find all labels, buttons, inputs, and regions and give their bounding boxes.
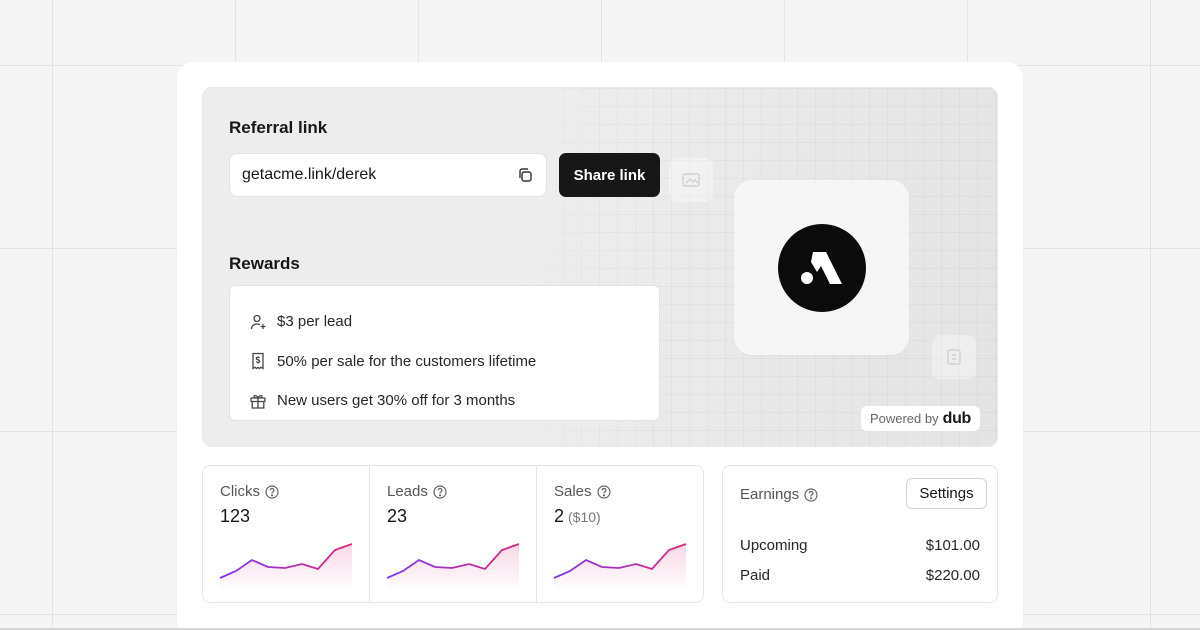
referral-link-text: getacme.link/derek — [242, 166, 377, 183]
share-link-button[interactable]: Share link — [559, 153, 660, 197]
stat-label: Clicks — [220, 483, 260, 500]
rewards-list: $3 per lead 50% per sale for the custome… — [229, 285, 660, 421]
earnings-row-upcoming: Upcoming $101.00 — [740, 537, 980, 554]
ghost-image-tile — [669, 158, 713, 202]
stat-subvalue: ($10) — [568, 509, 601, 525]
reward-label: 50% per sale for the customers lifetime — [277, 352, 537, 370]
referral-link-field[interactable]: getacme.link/derek — [229, 153, 547, 197]
copy-icon[interactable] — [516, 166, 534, 184]
stats-panel: Clicks 123 Leads — [202, 465, 704, 603]
stat-label: Leads — [387, 483, 428, 500]
acme-logo — [777, 223, 866, 312]
dub-logo: dub — [942, 409, 972, 427]
reward-item: New users get 30% off for 3 months — [248, 381, 659, 421]
rewards-title: Rewards — [229, 254, 300, 273]
earnings-row-paid: Paid $220.00 — [740, 567, 980, 584]
powered-by-label: Powered by — [869, 411, 939, 426]
stat-sales: Sales 2 ($10) — [537, 466, 703, 602]
earnings-row-value: $101.00 — [925, 537, 980, 554]
earnings-row-label: Paid — [740, 567, 771, 584]
referral-link-title: Referral link — [229, 118, 328, 137]
reward-item: $3 per lead — [248, 302, 659, 342]
referral-hero-panel: Referral link getacme.link/derek Share l… — [202, 87, 998, 447]
acme-logo-mark — [800, 251, 842, 284]
stat-leads: Leads 23 — [370, 466, 537, 602]
stat-value: 23 — [387, 506, 408, 526]
stat-value: 123 — [220, 506, 251, 526]
ghost-file-tile — [932, 335, 976, 379]
earnings-label: Earnings — [740, 486, 800, 503]
help-icon[interactable] — [804, 487, 818, 502]
brand-logo-tile — [734, 180, 909, 355]
page-bottom-border — [0, 628, 1200, 630]
earnings-row-value: $220.00 — [925, 567, 980, 584]
reward-label: $3 per lead — [277, 313, 353, 331]
settings-button[interactable]: Settings — [906, 478, 987, 509]
clicks-sparkline — [219, 543, 353, 592]
reward-item: 50% per sale for the customers lifetime — [248, 342, 659, 382]
image-icon — [682, 173, 700, 187]
leads-sparkline — [386, 543, 520, 592]
file-icon — [947, 349, 961, 365]
stat-value: 2 — [554, 506, 565, 526]
help-icon[interactable] — [596, 484, 611, 499]
help-icon[interactable] — [265, 484, 279, 499]
user-plus-icon — [248, 312, 268, 332]
earnings-row-label: Upcoming — [740, 537, 808, 554]
reward-label: New users get 30% off for 3 months — [277, 392, 516, 410]
referral-card: Referral link getacme.link/derek Share l… — [177, 62, 1023, 630]
receipt-dollar-icon — [248, 351, 268, 371]
gift-icon — [248, 391, 268, 411]
earnings-panel: Earnings Settings Upcoming $101.00 Paid … — [722, 465, 998, 603]
powered-by-badge[interactable]: Powered by dub — [861, 406, 980, 431]
stat-clicks: Clicks 123 — [203, 466, 370, 602]
sales-sparkline — [553, 543, 687, 592]
help-icon[interactable] — [433, 484, 447, 499]
stat-label: Sales — [554, 483, 592, 500]
